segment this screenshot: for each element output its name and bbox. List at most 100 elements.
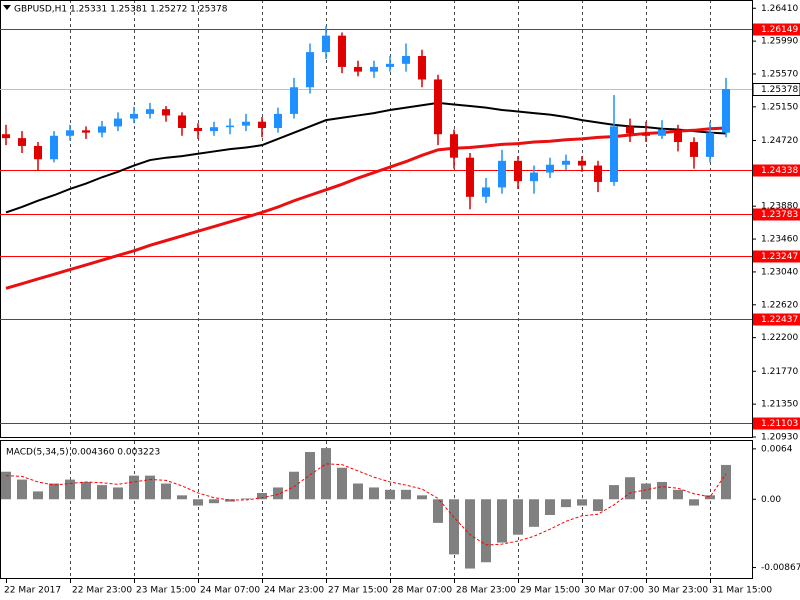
moving-average — [5, 101, 727, 214]
y-tick-label: 1.21770 — [761, 367, 798, 377]
level-label: 1.26149 — [761, 25, 798, 35]
candle-body — [50, 135, 58, 160]
candle-body — [498, 160, 506, 188]
macd-bar — [385, 489, 395, 500]
candle-body — [690, 142, 698, 157]
candle-body — [722, 89, 730, 133]
x-tick-label: 22 Mar 23:00 — [72, 586, 132, 596]
candle-body — [98, 126, 106, 133]
candle-body — [562, 160, 570, 165]
macd-bar — [561, 499, 571, 508]
x-tick-label: 28 Mar 23:00 — [456, 586, 516, 596]
candle-body — [626, 126, 634, 134]
macd-bar — [465, 499, 475, 569]
macd-bar — [417, 495, 427, 500]
candle-body — [2, 134, 10, 139]
level-label: 1.21103 — [761, 419, 798, 429]
macd-bar — [273, 487, 283, 500]
candle-body — [306, 52, 314, 88]
candle-body — [338, 35, 346, 67]
candle-body — [578, 160, 586, 166]
macd-bar — [481, 499, 491, 563]
candle-body — [274, 113, 282, 128]
macd-bar — [81, 481, 91, 500]
candle-body — [450, 134, 458, 158]
moving-average — [5, 126, 727, 290]
y-tick-label: 1.25570 — [761, 69, 798, 79]
candle-body — [178, 115, 186, 128]
y-tick-label: 1.24720 — [761, 136, 798, 146]
x-tick-label: 24 Mar 07:00 — [200, 586, 260, 596]
macd-bar — [321, 448, 331, 500]
macd-bar — [17, 479, 27, 500]
macd-bar — [33, 491, 43, 500]
y-tick-label: 1.22620 — [761, 300, 798, 310]
candle-body — [482, 187, 490, 197]
y-tick-label: 1.25150 — [761, 102, 798, 112]
candle-body — [290, 87, 298, 114]
x-tick-label: 23 Mar 15:00 — [136, 586, 196, 596]
chart-title: GBPUSD,H1 1.25331 1.25381 1.25272 1.2537… — [14, 5, 228, 15]
y-tick-label: 1.23460 — [761, 235, 798, 245]
level-label-box — [753, 417, 800, 430]
level-label-box — [753, 164, 800, 177]
macd-bar — [305, 452, 315, 500]
macd-bar — [689, 499, 699, 506]
candle-body — [610, 126, 618, 182]
main-frame — [0, 0, 753, 438]
candle-body — [530, 172, 538, 182]
candle-body — [402, 55, 410, 64]
y-tick-label: 1.21350 — [761, 400, 798, 410]
y-tick-label: -0.008674 — [761, 563, 800, 573]
candle-body — [322, 35, 330, 53]
macd-bar — [497, 499, 507, 543]
candle-body — [354, 66, 362, 72]
level-label-box — [753, 208, 800, 221]
macd-bar — [289, 471, 299, 500]
macd-bar — [145, 475, 155, 500]
candle-body — [18, 138, 26, 146]
macd-bar — [113, 487, 123, 500]
candle-body — [658, 129, 666, 136]
macd-bar — [129, 475, 139, 500]
macd-bar — [241, 498, 251, 500]
macd-bar — [1, 471, 11, 500]
macd-bar — [177, 495, 187, 500]
candle-body — [210, 127, 218, 132]
level-label-box — [753, 23, 800, 36]
candle-body — [258, 121, 266, 128]
candle-body — [162, 109, 170, 116]
candle-body — [386, 63, 394, 67]
macd-bar — [161, 483, 171, 500]
level-label: 1.23783 — [761, 210, 798, 220]
macd-bar — [353, 483, 363, 500]
macd-bar — [577, 499, 587, 506]
macd-bar — [673, 489, 683, 500]
candle-body — [706, 132, 714, 157]
macd-bar — [97, 485, 107, 500]
candle-body — [82, 130, 90, 133]
macd-bar — [625, 477, 635, 500]
macd-bar — [65, 479, 75, 500]
macd-bar — [257, 492, 267, 500]
candle-body — [146, 109, 154, 114]
x-tick-label: 31 Mar 15:00 — [712, 586, 772, 596]
candle-body — [466, 157, 474, 197]
level-label: 1.24338 — [761, 166, 798, 176]
x-tick-label: 22 Mar 2017 — [4, 586, 61, 596]
candle-body — [418, 55, 426, 80]
x-tick-label: 30 Mar 23:00 — [648, 586, 708, 596]
macd-bar — [545, 499, 555, 516]
last-price-box — [752, 83, 800, 96]
macd-bar — [449, 499, 459, 555]
level-label: 1.22437 — [761, 315, 798, 325]
macd-bar — [593, 499, 603, 512]
candle-body — [642, 133, 650, 136]
macd-bar — [209, 499, 219, 504]
macd-signal — [5, 463, 727, 546]
macd-bar — [529, 499, 539, 527]
level-label-box — [753, 313, 800, 326]
x-tick-label: 28 Mar 07:00 — [392, 586, 452, 596]
y-tick-label: 1.22200 — [761, 333, 798, 343]
